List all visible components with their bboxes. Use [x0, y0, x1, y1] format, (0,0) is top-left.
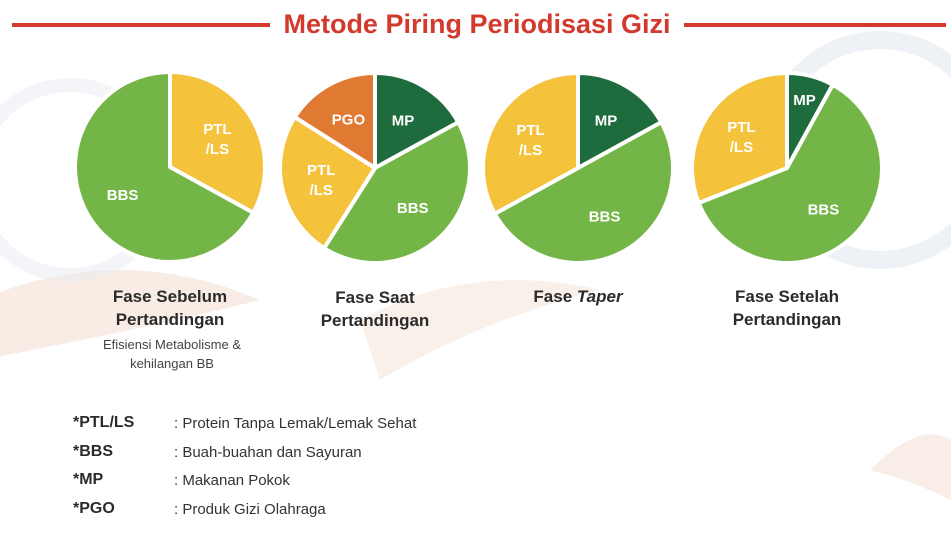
pie-slice-ptl-ls: [168, 70, 267, 215]
pie-slice-label: PTL/LS: [727, 119, 755, 156]
pie-slice-pgo: [292, 71, 377, 170]
page-title: Metode Piring Periodisasi Gizi: [283, 9, 671, 39]
pie-slice-ptl-ls: [278, 115, 377, 251]
pie-slice-label: MP: [793, 92, 816, 109]
legend-desc: : Produk Gizi Olahraga: [174, 500, 326, 518]
legend-desc: : Protein Tanpa Lemak/Lemak Sehat: [174, 415, 417, 432]
phase-title: Fase Setelah Pertandingan: [732, 287, 842, 329]
pie-slice-bbs: [322, 120, 472, 265]
legend-desc: : Makanan Pokok: [174, 472, 290, 489]
pie-slice-ptl-ls: [690, 71, 789, 205]
phase-subtitle: Efisiensi Metabolisme & kehilangan BB: [103, 337, 241, 371]
phase-title: Fase Saat Pertandingan: [320, 288, 430, 330]
pie-slice-label: PGO: [332, 112, 366, 129]
legend-key: *MP: [73, 471, 104, 488]
pie-slice-label: BBS: [808, 201, 840, 218]
pie-slice-label: BBS: [397, 200, 429, 217]
pie-slice-label: BBS: [107, 187, 139, 204]
pie-charts: PTL/LS BBS MP BBS PTL/LS PGO MP BBS PTL/LS MP BBS P…: [73, 70, 884, 265]
phase-title: Fase Taper: [533, 287, 623, 306]
pie-slice-ptl-ls: [481, 71, 580, 216]
pie-slice-label: PTL/LS: [307, 162, 335, 199]
legend-key: *PTL/LS: [73, 414, 135, 431]
pie-slice-label: MP: [595, 113, 618, 130]
pie-slice-label: PTL/LS: [516, 122, 544, 159]
pie-slice-bbs: [492, 120, 675, 265]
header: Metode Piring Periodisasi Gizi: [0, 6, 951, 42]
pie-slice-mp: [576, 71, 664, 170]
pie-slice-bbs: [73, 70, 256, 264]
legend-key: *PGO: [73, 499, 115, 517]
pie-slice-label: PTL/LS: [203, 121, 231, 158]
title-rule-right: [684, 23, 946, 27]
phase-title: Fase Sebelum Pertandingan: [112, 287, 228, 329]
pie-slice-label: BBS: [589, 208, 621, 225]
pie-slice-mp: [373, 71, 461, 170]
pie-slice-label: MP: [392, 113, 415, 130]
title-rule-left: [12, 23, 270, 27]
pie-slice-bbs: [696, 82, 884, 265]
legend-desc: : Buah-buahan dan Sayuran: [174, 443, 362, 461]
legend-key: *BBS: [73, 442, 114, 460]
